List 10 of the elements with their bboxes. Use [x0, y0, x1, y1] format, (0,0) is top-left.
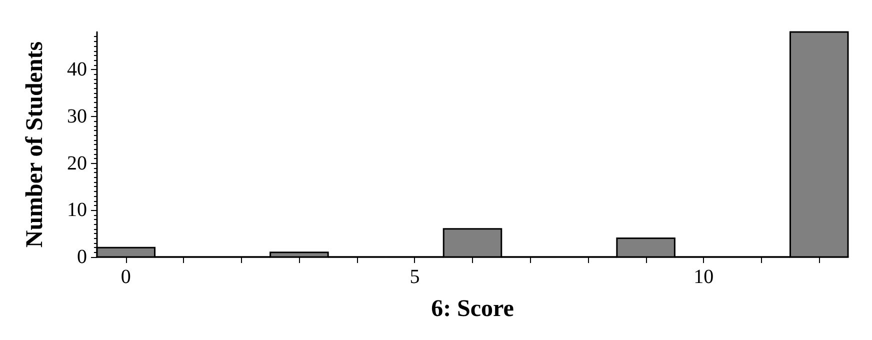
y-tick-label: 40 [67, 58, 87, 80]
y-tick-label: 20 [67, 152, 87, 174]
y-tick-label: 30 [67, 105, 87, 128]
x-tick-label: 0 [120, 266, 131, 288]
x-tick-label: 5 [410, 266, 420, 288]
y-axis-title: Number of Students [22, 41, 48, 248]
x-tick-label: 10 [694, 266, 714, 288]
y-tick-label: 0 [77, 246, 87, 268]
y-tick-label: 10 [67, 199, 87, 222]
x-axis-title: 6: Score [431, 296, 514, 322]
